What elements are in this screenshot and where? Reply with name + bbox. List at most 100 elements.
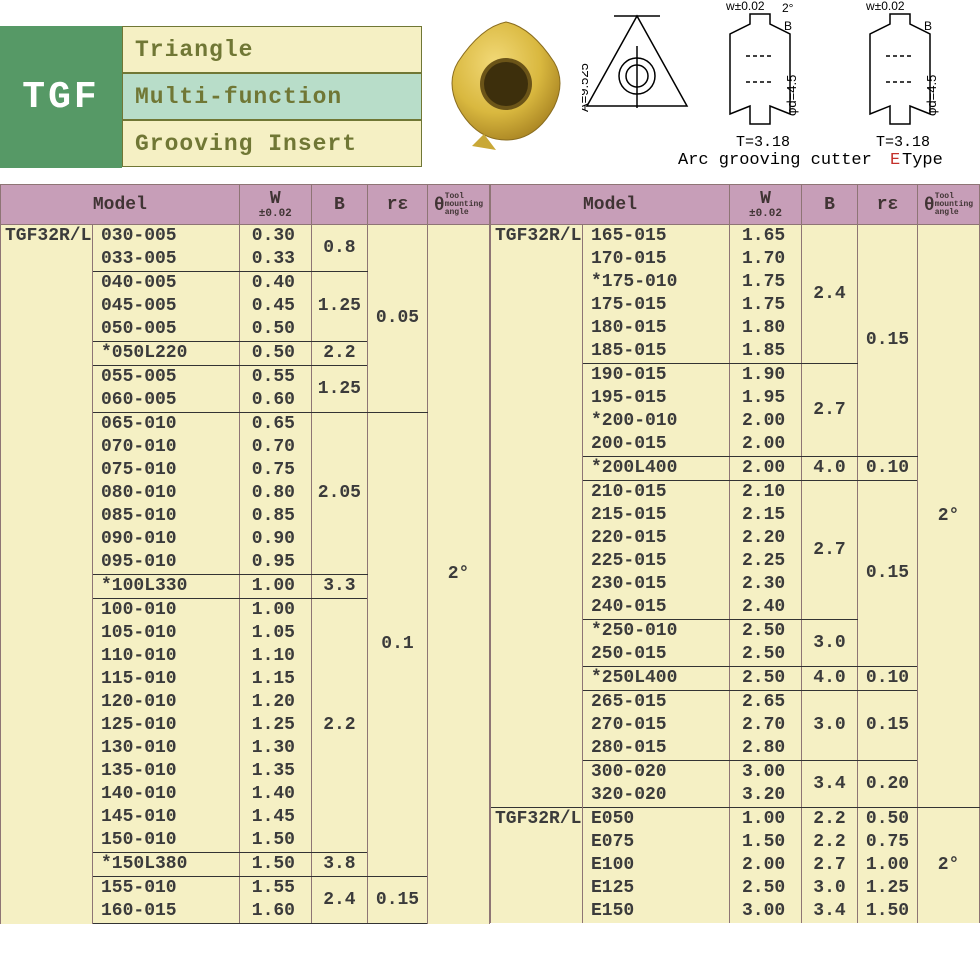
model-cell: *250L400: [583, 667, 730, 691]
w-cell: 0.65: [239, 413, 311, 437]
th-model: Model: [491, 185, 730, 225]
w-cell: 2.50: [730, 667, 802, 691]
svg-text:Type: Type: [902, 151, 943, 170]
model-cell: 140-010: [93, 783, 240, 806]
b-cell: 4.0: [802, 667, 858, 691]
re-cell: 0.10: [858, 667, 918, 691]
w-cell: 0.75: [239, 459, 311, 482]
tgf-logo: TGF: [0, 26, 122, 168]
model-cell: 230-015: [583, 573, 730, 596]
model-prefix: TGF32R/L: [491, 808, 583, 832]
w-cell: 1.15: [239, 668, 311, 691]
b-cell: 4.0: [802, 457, 858, 481]
table-row: E1252.503.01.25: [491, 877, 980, 900]
model-cell: 130-010: [93, 737, 240, 760]
model-cell: 090-010: [93, 528, 240, 551]
model-cell: *150L380: [93, 853, 240, 877]
model-cell: 070-010: [93, 436, 240, 459]
re-cell: 0.20: [858, 761, 918, 808]
model-cell: 150-010: [93, 829, 240, 853]
model-cell: E150: [583, 900, 730, 923]
model-cell: 240-015: [583, 596, 730, 620]
model-cell: 280-015: [583, 737, 730, 761]
w-cell: 0.30: [239, 225, 311, 249]
table-row: *250L4002.504.00.10: [491, 667, 980, 691]
model-cell: 170-015: [583, 248, 730, 271]
model-cell: 045-005: [93, 295, 240, 318]
w-cell: 0.90: [239, 528, 311, 551]
re-cell: 0.15: [858, 691, 918, 761]
svg-text:B: B: [784, 19, 792, 33]
model-cell: 115-010: [93, 668, 240, 691]
w-cell: 1.10: [239, 645, 311, 668]
svg-text:w±0.02: w±0.02: [725, 0, 765, 13]
w-cell: 1.00: [239, 599, 311, 623]
table-row: 210-0152.102.70.15: [491, 481, 980, 505]
re-cell: 0.50: [858, 808, 918, 832]
re-cell: 0.05: [368, 225, 428, 413]
w-cell: 2.20: [730, 527, 802, 550]
b-cell: 2.7: [802, 854, 858, 877]
model-cell: 265-015: [583, 691, 730, 715]
w-cell: 2.15: [730, 504, 802, 527]
model-cell: *200-010: [583, 410, 730, 433]
b-cell: 3.0: [802, 620, 858, 667]
th-model: Model: [1, 185, 240, 225]
model-cell: *100L330: [93, 575, 240, 599]
th-theta: θToolmountingangle: [918, 185, 980, 225]
re-cell: 1.50: [858, 900, 918, 923]
label-multifunction: Multi-function: [122, 73, 422, 120]
b-cell: 2.4: [802, 225, 858, 364]
th-b: B: [311, 185, 367, 225]
model-cell: 120-010: [93, 691, 240, 714]
th-re: rε: [368, 185, 428, 225]
w-cell: 1.00: [239, 575, 311, 599]
w-cell: 0.50: [239, 342, 311, 366]
table-row: 300-0203.003.40.20: [491, 761, 980, 785]
th-re: rε: [858, 185, 918, 225]
b-cell: 3.0: [802, 691, 858, 761]
model-cell: 225-015: [583, 550, 730, 573]
th-w: W±0.02: [730, 185, 802, 225]
svg-text:A=9.525: A=9.525: [582, 63, 591, 112]
b-cell: 1.25: [311, 272, 367, 342]
svg-text:B: B: [924, 19, 932, 33]
model-cell: 125-010: [93, 714, 240, 737]
technical-diagram: A=9.525 w±0.02 2° φd=4.5 B T=3.18 w±0.02…: [582, 0, 980, 175]
w-cell: 3.20: [730, 784, 802, 808]
w-cell: 0.80: [239, 482, 311, 505]
b-cell: 3.3: [311, 575, 367, 599]
w-cell: 0.70: [239, 436, 311, 459]
model-cell: E125: [583, 877, 730, 900]
svg-text:2°: 2°: [782, 1, 794, 15]
w-cell: 2.40: [730, 596, 802, 620]
re-cell: 0.15: [858, 225, 918, 457]
model-cell: 210-015: [583, 481, 730, 505]
w-cell: 1.25: [239, 714, 311, 737]
model-cell: *250-010: [583, 620, 730, 644]
th-w: W±0.02: [239, 185, 311, 225]
model-cell: 190-015: [583, 364, 730, 388]
model-cell: 250-015: [583, 643, 730, 667]
model-cell: 085-010: [93, 505, 240, 528]
model-cell: 155-010: [93, 877, 240, 901]
w-cell: 0.45: [239, 295, 311, 318]
w-cell: 1.45: [239, 806, 311, 829]
w-cell: 1.30: [239, 737, 311, 760]
re-cell: 0.15: [368, 877, 428, 924]
svg-text:T=3.18: T=3.18: [736, 134, 790, 151]
model-cell: 095-010: [93, 551, 240, 575]
re-cell: 1.00: [858, 854, 918, 877]
model-cell: 200-015: [583, 433, 730, 457]
w-cell: 1.50: [239, 829, 311, 853]
w-cell: 0.50: [239, 318, 311, 342]
w-cell: 1.70: [730, 248, 802, 271]
table-right: Model W±0.02 B rε θToolmountingangle TGF…: [490, 184, 980, 924]
model-cell: 185-015: [583, 340, 730, 364]
insert-photo: [436, 12, 576, 157]
w-cell: 1.90: [730, 364, 802, 388]
tgf-title-block: TGF Triangle Multi-function Grooving Ins…: [0, 26, 422, 168]
model-cell: *175-010: [583, 271, 730, 294]
w-cell: 1.85: [730, 340, 802, 364]
model-cell: 175-015: [583, 294, 730, 317]
